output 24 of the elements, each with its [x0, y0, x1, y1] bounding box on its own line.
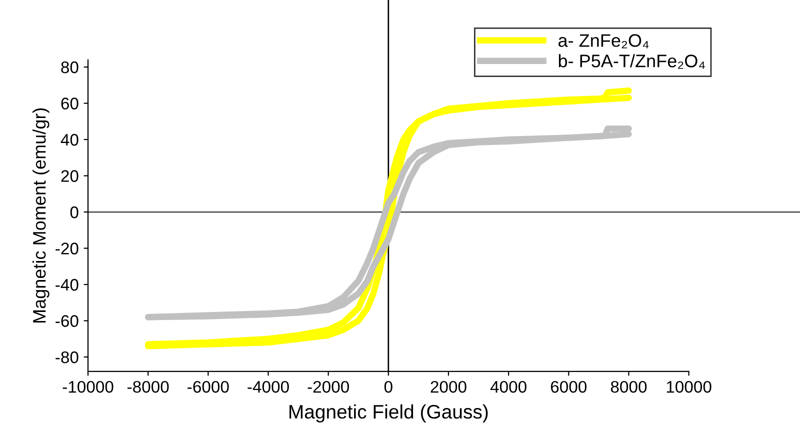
legend-label: b- P5A-T/ZnFe₂O₄: [558, 54, 705, 69]
x-tick-label: 4000: [490, 380, 526, 393]
y-tick-label: 80: [61, 61, 78, 74]
x-tick-label: -10000: [62, 380, 114, 393]
x-axis-title: Magnetic Field (Gauss): [290, 404, 488, 423]
y-tick-label: -80: [56, 351, 78, 364]
legend-label: a- ZnFe₂O₄: [558, 34, 649, 48]
x-tick-label: 10000: [666, 380, 712, 393]
x-tick-label: -6000: [188, 380, 229, 393]
x-tick-label: -4000: [248, 380, 289, 393]
y-tick-label: 40: [60, 134, 78, 146]
y-tick-label: -20: [56, 242, 78, 254]
y-tick-label: -60: [56, 315, 78, 327]
y-tick-label: 20: [61, 170, 78, 182]
x-tick-label: 0: [384, 380, 392, 393]
x-tick-label: 6000: [550, 380, 587, 393]
y-tick-label: 0: [70, 206, 78, 218]
x-tick-label: 8000: [610, 380, 647, 393]
y-tick-label: -40: [56, 278, 78, 291]
x-tick-label: 2000: [430, 380, 466, 393]
y-axis-title: Magnetic Moment (emu/gr): [32, 108, 50, 323]
x-tick-label: -2000: [308, 380, 349, 393]
y-tick-label: 60: [61, 98, 78, 110]
x-tick-label: -8000: [128, 380, 169, 393]
